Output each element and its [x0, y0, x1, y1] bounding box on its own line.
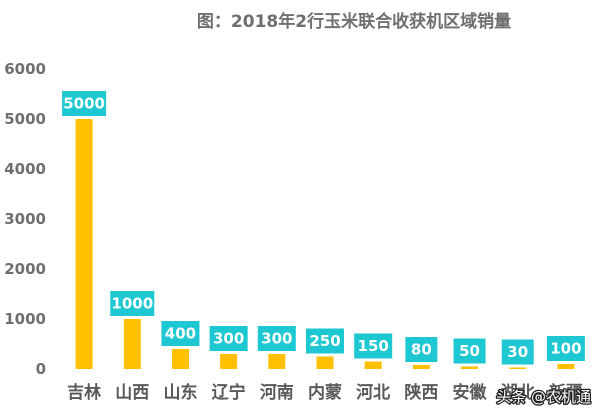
bars: [75, 119, 575, 369]
data-label: 250: [309, 332, 340, 350]
bar: [268, 354, 286, 369]
y-tick-label: 0: [36, 360, 46, 378]
chart-title: 图：2018年2行玉米联合收获机区域销量: [197, 11, 511, 32]
data-label-box: [354, 333, 393, 359]
data-label: 150: [358, 337, 389, 355]
x-tick-label: 辽宁: [212, 382, 246, 403]
data-label-box: [110, 291, 155, 316]
bar: [123, 319, 141, 369]
bar: [509, 367, 527, 369]
data-label-box: [306, 328, 344, 354]
data-label: 5000: [63, 95, 105, 113]
data-label-box: [209, 326, 248, 351]
bar: [412, 365, 430, 369]
data-label: 300: [213, 330, 244, 348]
x-tick-label: 山东: [163, 382, 197, 403]
x-tick-label: 内蒙: [308, 382, 342, 403]
data-label: 100: [550, 340, 581, 358]
y-tick-label: 4000: [4, 160, 46, 178]
data-label-box: [501, 339, 534, 365]
data-label-box: [546, 336, 585, 361]
data-label: 300: [261, 330, 292, 348]
watermark-text: 头条 @农机通: [496, 388, 591, 406]
bar: [316, 356, 334, 369]
bar: [364, 361, 382, 369]
y-tick-label: 5000: [4, 110, 46, 128]
data-label-box: [161, 321, 200, 346]
data-label-box: [257, 326, 296, 351]
x-tick-label: 山西: [115, 383, 149, 403]
x-tick-label: 陕西: [404, 382, 438, 403]
x-tick-label: 安徽: [453, 382, 488, 403]
bar: [75, 119, 93, 369]
bar: [461, 366, 479, 369]
x-tick-label: 河北: [356, 383, 390, 403]
y-tick-label: 3000: [4, 210, 46, 228]
data-label-box: [62, 91, 107, 116]
x-tick-label: 湖北: [501, 383, 535, 403]
y-tick-label: 1000: [4, 310, 46, 328]
y-axis: 0 1000 2000 3000 4000 5000 6000: [4, 60, 46, 378]
y-tick-label: 6000: [4, 60, 46, 78]
data-label: 50: [459, 342, 480, 360]
data-label: 1000: [111, 295, 153, 313]
x-axis: 吉林 山西 山东 辽宁 河南 内蒙 河北 陕西 安徽 湖北 新疆: [67, 382, 583, 403]
y-tick-label: 2000: [4, 260, 46, 278]
x-tick-label: 新疆: [549, 382, 583, 403]
bar: [557, 364, 575, 369]
data-label-box: [453, 338, 486, 364]
x-tick-label: 河南: [260, 382, 294, 403]
data-labels: 5000 1000 400 300 300 250 150 80 50 30 100: [62, 91, 585, 365]
bar: [220, 354, 238, 369]
data-label-box: [405, 337, 438, 362]
data-label: 400: [165, 325, 196, 343]
data-label: 30: [507, 343, 528, 361]
data-label: 80: [411, 341, 432, 359]
x-tick-label: 吉林: [67, 382, 101, 403]
bar: [171, 349, 189, 369]
